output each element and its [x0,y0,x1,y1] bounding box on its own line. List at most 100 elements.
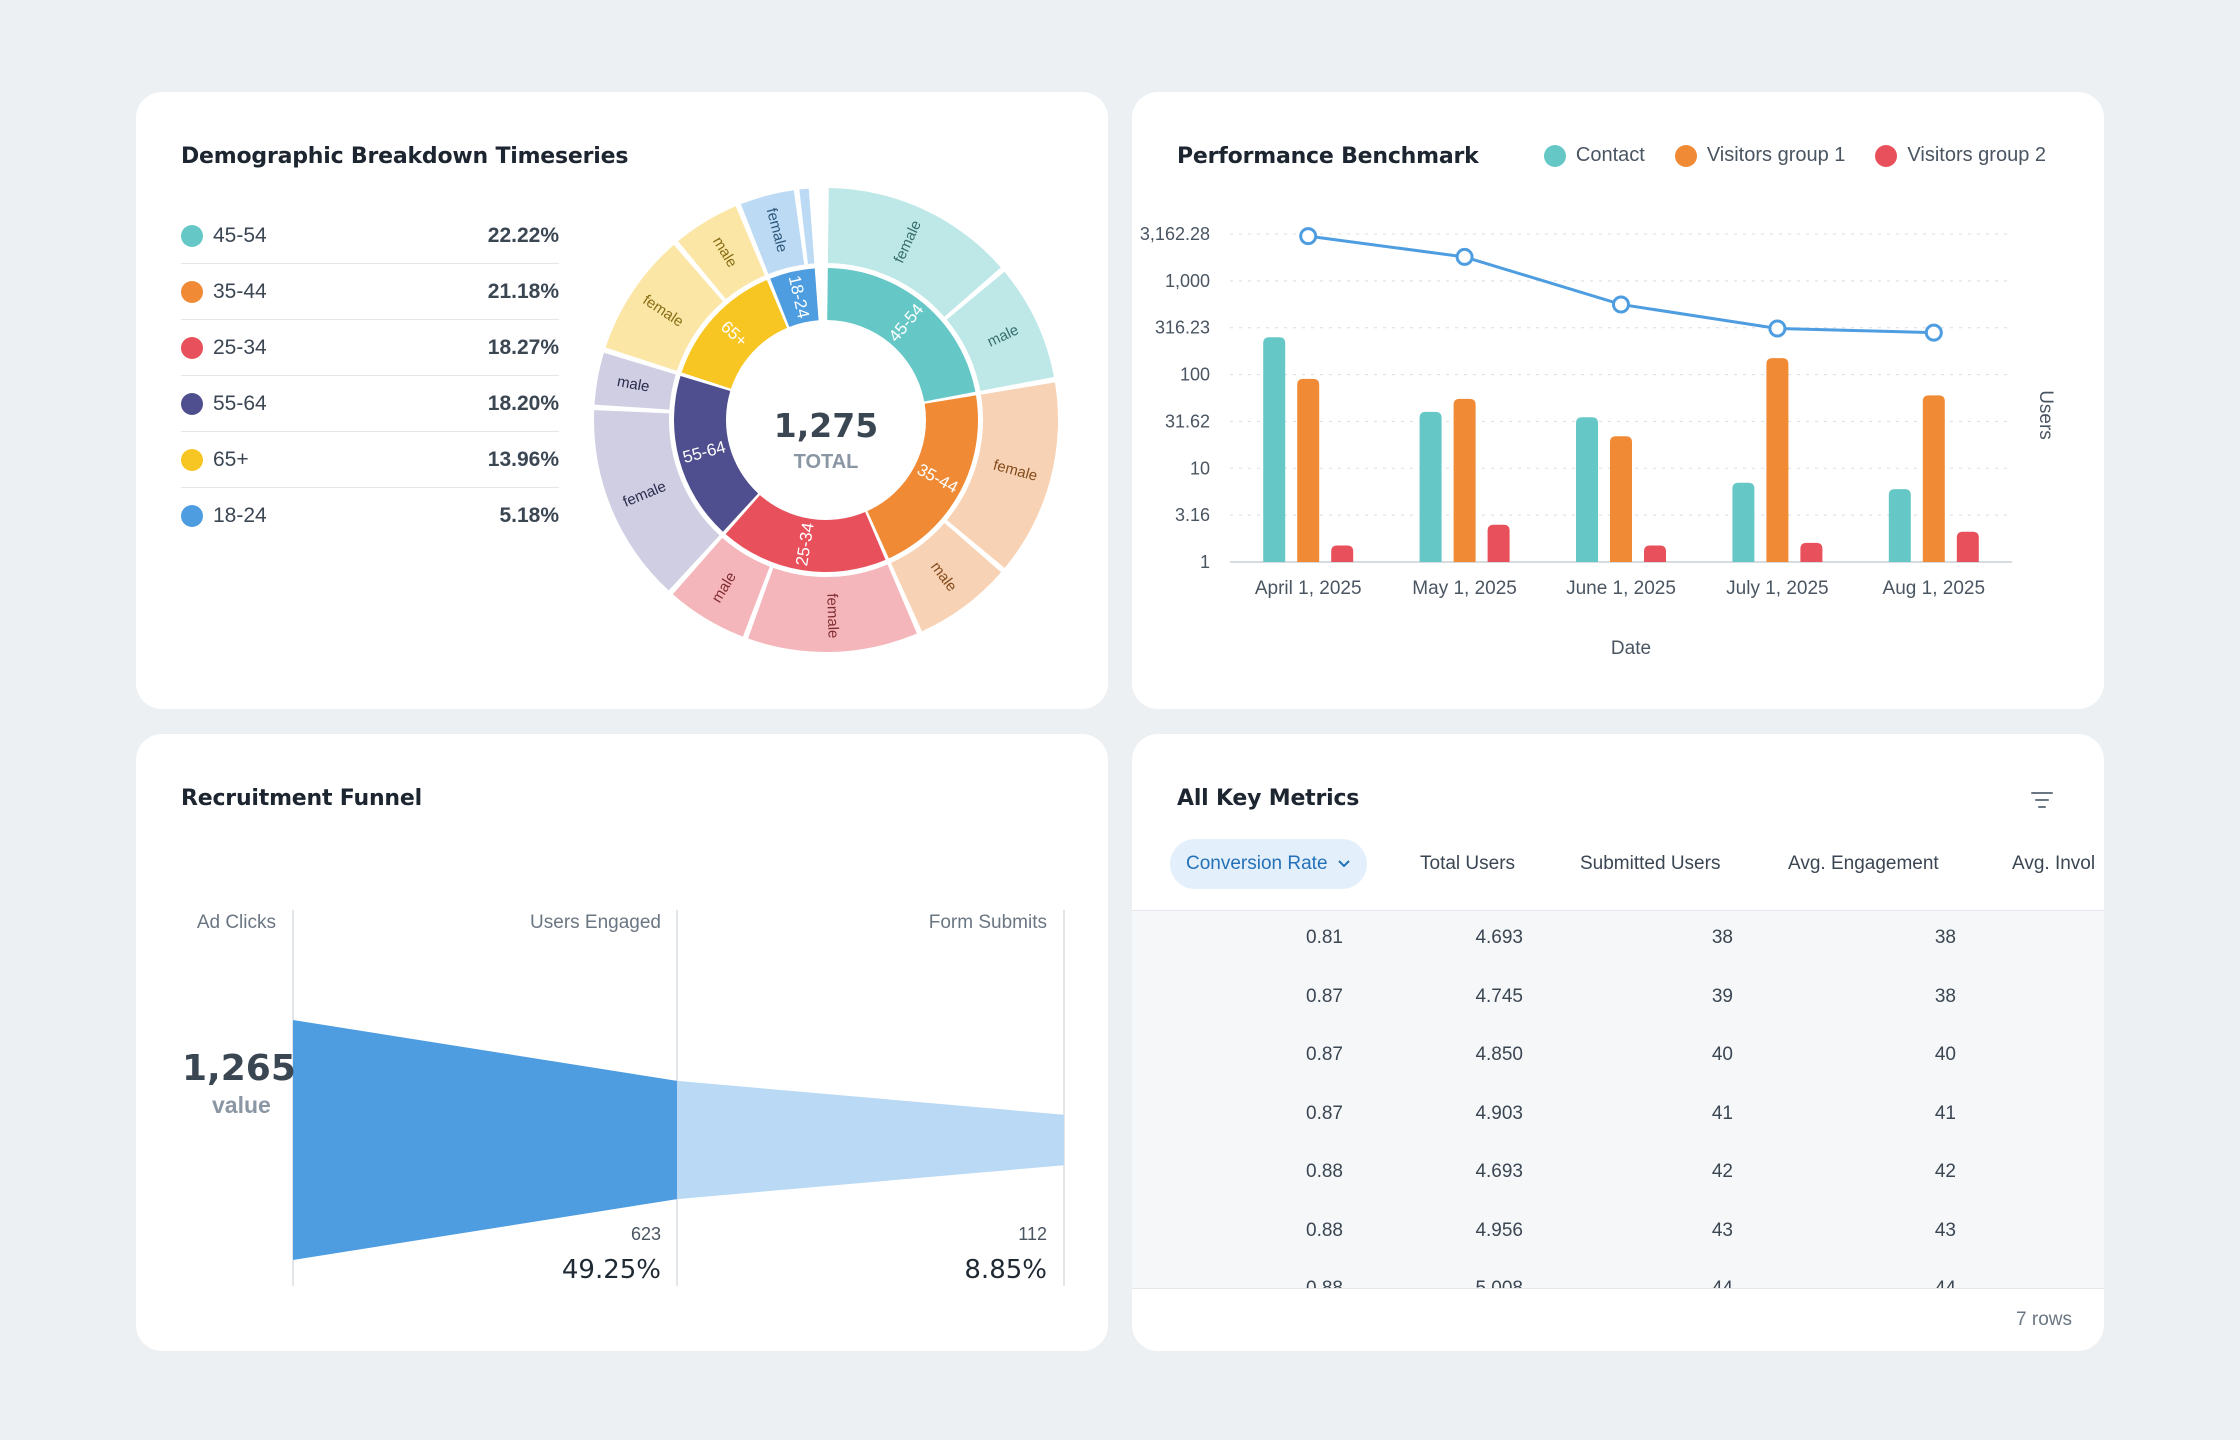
x-tick-label: Aug 1, 2025 [1883,578,1985,599]
sunburst-outer-segment[interactable] [740,190,805,274]
row-count: 7 rows [2016,1309,2072,1330]
line-point[interactable] [1299,227,1318,246]
table-cell: 4.903 [1475,1102,1523,1124]
performance-card: Performance Benchmark Contact Visitors gr… [1132,92,2104,709]
sunburst-outer-segment[interactable] [594,352,676,410]
table-cell: 0.87 [1306,985,1343,1007]
bar[interactable] [1297,378,1320,562]
bar[interactable] [1956,531,1979,562]
line-point[interactable] [1924,323,1943,342]
sunburst-inner-segment[interactable] [673,375,759,532]
table-row[interactable]: 0.87 4.903 41 41 [1132,1087,2104,1145]
legend-percent: 18.27% [487,335,559,359]
sunburst-outer-segment[interactable] [678,206,765,300]
column-header-conversion-rate[interactable]: Conversion Rate [1170,839,1367,889]
perf-legend-item[interactable]: Visitors group 1 [1674,144,1846,167]
legend-label: Visitors group 1 [1706,144,1846,166]
x-tick-label: June 1, 2025 [1566,578,1676,599]
table-cell: 43 [1934,1219,1956,1241]
column-header-label: Conversion Rate [1186,853,1328,874]
x-tick-label: May 1, 2025 [1412,578,1517,599]
legend-swatch [181,336,203,359]
column-header-submitted-users[interactable]: Submitted Users [1580,853,1721,874]
bar[interactable] [1644,545,1666,562]
legend-row[interactable]: 65+ 13.96% [181,432,559,488]
bar[interactable] [1487,524,1510,562]
table-cell: 5.008 [1475,1278,1523,1288]
bar[interactable] [1453,398,1476,562]
bar[interactable] [1800,542,1823,562]
sunburst-outer-segment[interactable] [827,188,1001,317]
column-header-total-users[interactable]: Total Users [1420,853,1516,874]
sunburst-outer-segment[interactable] [672,537,770,637]
column-header-avg-involvement[interactable]: Avg. Invol [2012,853,2096,874]
perf-legend-item[interactable]: Visitors group 2 [1875,144,2046,167]
sunburst-inner-segment[interactable] [681,279,788,389]
perf-legend-item[interactable]: Contact [1543,144,1645,167]
funnel-segment[interactable] [677,1080,1064,1200]
sunburst-outer-segment[interactable] [605,244,724,371]
legend-row[interactable]: 45-54 22.22% [181,208,559,264]
legend-row[interactable]: 25-34 18.27% [181,320,559,376]
funnel-title: Recruitment Funnel [181,786,422,811]
funnel-segment[interactable] [293,1020,677,1260]
filter-icon[interactable] [2030,790,2054,810]
sunburst-inner-segment[interactable] [827,268,976,402]
funnel-stage-label: Form Submits [929,912,1047,933]
bar[interactable] [1419,411,1442,562]
line-point[interactable] [1612,295,1630,314]
line-point[interactable] [1455,247,1474,266]
x-axis-label: Date [1611,638,1651,659]
sunburst-outer-segment[interactable] [748,564,917,652]
bar[interactable] [1263,337,1286,562]
table-row[interactable]: 0.87 4.850 40 40 [1132,1028,2104,1086]
legend-swatch [181,392,203,415]
legend-label: 18-24 [213,504,267,527]
table-row[interactable]: 0.88 5.008 44 44 [1132,1262,2104,1288]
bar[interactable] [1610,436,1632,562]
y-tick-label: 1 [1200,552,1210,572]
bar[interactable] [1888,489,1911,562]
sunburst-outer-segment[interactable] [890,523,1002,632]
legend-label: 65+ [213,447,249,471]
sunburst-outer-segment[interactable] [799,188,815,265]
line-series [1308,234,1934,335]
bar[interactable] [1766,358,1789,562]
funnel-first-count: 1,265 [182,1048,296,1089]
legend-percent: 18.20% [487,391,559,415]
sunburst-inner-segment[interactable] [770,268,819,327]
table-row[interactable]: 0.87 4.745 39 38 [1132,970,2104,1028]
column-header-avg-engagement[interactable]: Avg. Engagement [1788,853,1939,874]
legend-row[interactable]: 55-64 18.20% [181,376,559,432]
table-cell: 4.956 [1475,1219,1523,1241]
line-point[interactable] [1768,319,1787,338]
table-cell: 0.88 [1306,1219,1343,1241]
sunburst-inner-segment[interactable] [725,495,886,572]
table-cell: 44 [1712,1278,1733,1288]
performance-legend: Contact Visitors group 1 Visitors group 2 [1543,144,2046,167]
bar[interactable] [1576,417,1598,562]
bar[interactable] [1331,545,1354,562]
legend-row[interactable]: 35-44 21.18% [181,264,559,320]
table-cell: 44 [1935,1278,1956,1288]
legend-label: 25-34 [213,335,267,359]
sunburst-outer-segment[interactable] [594,410,720,591]
table-cell: 43 [1711,1219,1733,1241]
table-row[interactable]: 0.88 4.693 42 42 [1132,1145,2104,1203]
bar[interactable] [1922,395,1945,562]
table-cell: 40 [1934,1044,1956,1065]
table-row[interactable]: 0.81 4.693 38 38 [1132,911,2104,969]
table-row[interactable]: 0.88 4.956 43 43 [1132,1204,2104,1262]
sunburst-inner-segment[interactable] [867,395,978,559]
legend-label: 35-44 [213,279,267,303]
table-cell: 0.87 [1306,1044,1343,1065]
bar[interactable] [1732,482,1755,562]
sunburst-total-value: 1,275 [774,406,878,445]
sunburst-outer-label: male [616,373,651,396]
legend-percent: 13.96% [487,447,559,471]
legend-row[interactable]: 18-24 5.18% [181,488,559,544]
sunburst-outer-segment[interactable] [946,382,1058,568]
sunburst-outer-segment[interactable] [946,271,1054,391]
y-tick-label: 1,000 [1165,271,1210,291]
